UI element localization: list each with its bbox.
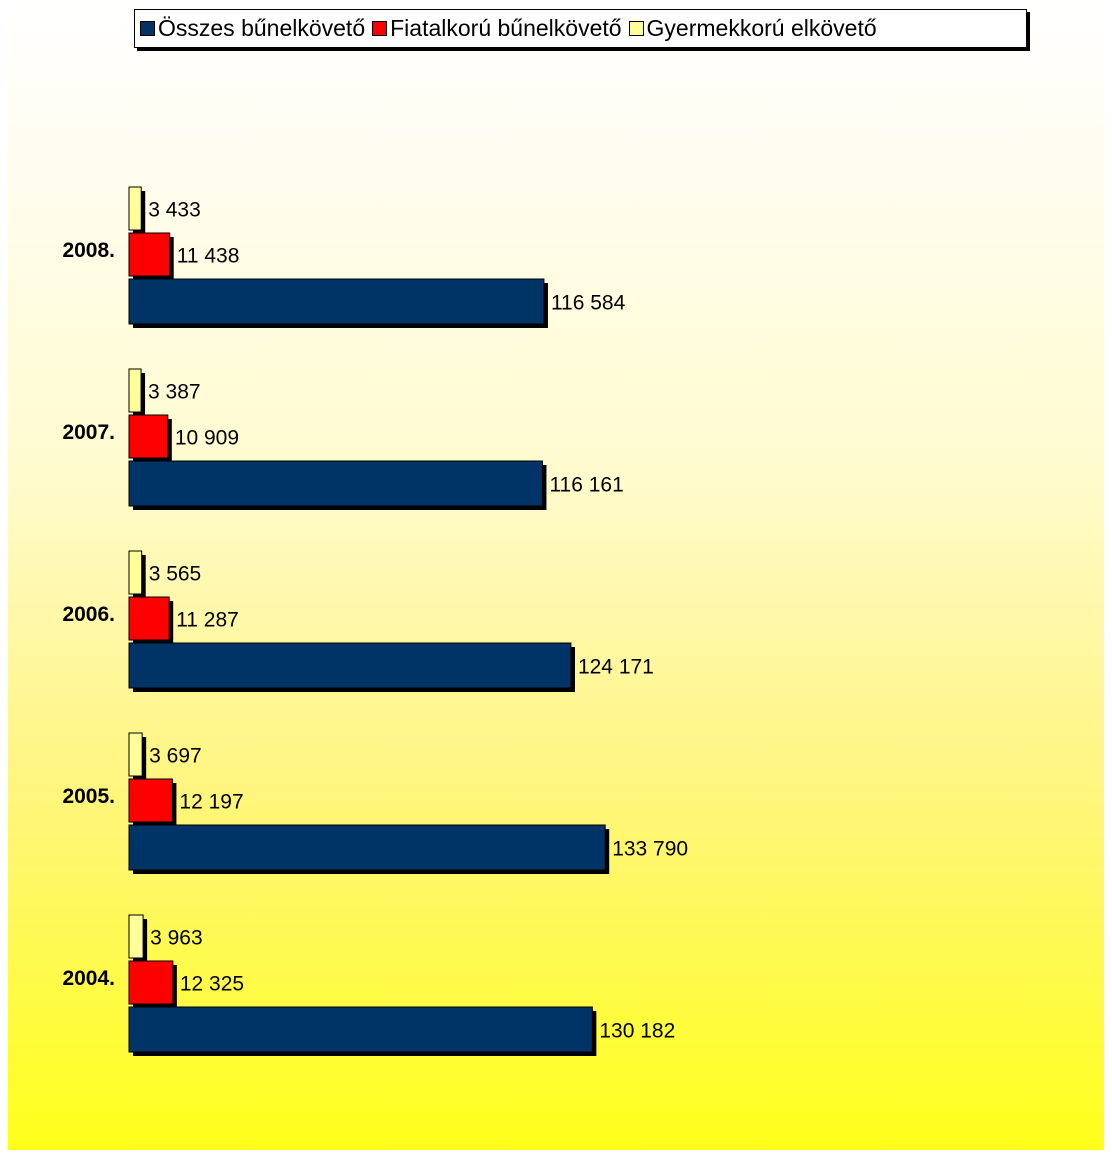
category-label-2006: 2006. xyxy=(62,603,115,626)
bar-gyermekkoru-elkoveto-2006 xyxy=(128,550,143,595)
category-label-2008: 2008. xyxy=(62,239,115,262)
value-label-gyermekkoru-elkoveto-2006: 3 565 xyxy=(149,563,202,586)
bar-osszes-bunelkoveto-2004 xyxy=(128,1006,593,1053)
legend-item-gyermekkoru: Gyermekkorú elkövető xyxy=(628,15,877,42)
plot-background xyxy=(8,0,1104,1150)
legend-swatch-gyermekkoru xyxy=(628,21,644,36)
bar-osszes-bunelkoveto-2007 xyxy=(128,460,543,507)
bar-osszes-bunelkoveto-2006 xyxy=(128,642,572,689)
value-label-fiatalkoru-bunelkoveto-2006: 11 287 xyxy=(176,609,239,632)
bar-gyermekkoru-elkoveto-2004 xyxy=(128,914,144,959)
value-label-gyermekkoru-elkoveto-2005: 3 697 xyxy=(149,745,202,768)
bar-gyermekkoru-elkoveto-2008 xyxy=(128,186,142,231)
value-label-osszes-bunelkoveto-2005: 133 790 xyxy=(612,838,688,861)
value-label-fiatalkoru-bunelkoveto-2007: 10 909 xyxy=(175,427,239,450)
value-label-osszes-bunelkoveto-2004: 130 182 xyxy=(599,1020,675,1043)
value-label-osszes-bunelkoveto-2008: 116 584 xyxy=(551,292,626,315)
legend-item-osszes: Összes bűnelkövető xyxy=(140,15,365,42)
legend-label-fiatalkoru: Fiatalkorú bűnelkövető xyxy=(390,15,622,41)
bar-fiatalkoru-bunelkoveto-2006 xyxy=(128,596,170,641)
bar-fiatalkoru-bunelkoveto-2007 xyxy=(128,414,169,459)
legend-swatch-osszes xyxy=(140,21,155,36)
bar-gyermekkoru-elkoveto-2005 xyxy=(128,732,143,777)
value-label-fiatalkoru-bunelkoveto-2005: 12 197 xyxy=(179,791,243,814)
bar-gyermekkoru-elkoveto-2007 xyxy=(128,368,142,413)
value-label-fiatalkoru-bunelkoveto-2008: 11 438 xyxy=(177,245,240,268)
value-label-gyermekkoru-elkoveto-2004: 3 963 xyxy=(150,927,203,950)
legend-swatch-fiatalkoru xyxy=(372,21,388,36)
bar-osszes-bunelkoveto-2008 xyxy=(128,278,545,325)
bar-osszes-bunelkoveto-2005 xyxy=(128,824,606,871)
legend-label-gyermekkoru: Gyermekkorú elkövető xyxy=(646,15,877,41)
category-label-2004: 2004. xyxy=(62,967,115,990)
legend-item-fiatalkoru: Fiatalkorú bűnelkövető xyxy=(372,15,622,42)
value-label-fiatalkoru-bunelkoveto-2004: 12 325 xyxy=(180,973,244,996)
legend-label-osszes: Összes bűnelkövető xyxy=(158,15,366,41)
value-label-osszes-bunelkoveto-2006: 124 171 xyxy=(578,656,654,679)
value-label-gyermekkoru-elkoveto-2007: 3 387 xyxy=(148,381,201,404)
value-label-osszes-bunelkoveto-2007: 116 161 xyxy=(549,474,623,497)
value-label-gyermekkoru-elkoveto-2008: 3 433 xyxy=(148,199,201,222)
bar-fiatalkoru-bunelkoveto-2008 xyxy=(128,232,171,277)
category-label-2007: 2007. xyxy=(62,421,115,444)
legend: Összes bűnelkövető Fiatalkorú bűnelkövet… xyxy=(134,9,1027,48)
bar-fiatalkoru-bunelkoveto-2005 xyxy=(128,778,173,823)
category-label-2005: 2005. xyxy=(62,785,115,808)
bar-fiatalkoru-bunelkoveto-2004 xyxy=(128,960,174,1005)
